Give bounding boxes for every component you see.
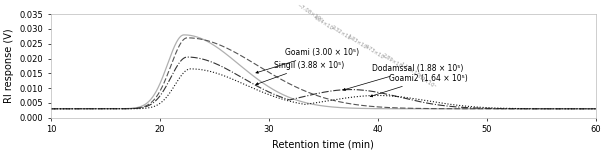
Text: 2.32×10⁶: 2.32×10⁶ <box>330 24 353 42</box>
Text: 4.73×10⁵: 4.73×10⁵ <box>364 43 387 61</box>
Text: 4.04×10⁶: 4.04×10⁶ <box>312 15 336 32</box>
Text: 1.16×10⁵: 1.16×10⁵ <box>399 62 422 80</box>
X-axis label: Retention time (min): Retention time (min) <box>272 140 374 150</box>
Y-axis label: RI response (V): RI response (V) <box>4 29 14 103</box>
Text: 2.89×10⁵: 2.89×10⁵ <box>381 53 405 70</box>
Text: Dodamssal (1.88 × 10⁵): Dodamssal (1.88 × 10⁵) <box>343 64 463 91</box>
Text: 1.33×10⁶: 1.33×10⁶ <box>346 34 370 51</box>
Text: 7.9×10⁴: 7.9×10⁴ <box>416 73 437 89</box>
Text: ~7.08×10⁶: ~7.08×10⁶ <box>296 3 324 23</box>
Text: Goami2 (1.64 × 10⁵): Goami2 (1.64 × 10⁵) <box>370 74 468 97</box>
Text: Singil (3.88 × 10⁵): Singil (3.88 × 10⁵) <box>256 61 345 85</box>
Text: Goami (3.00 × 10⁵): Goami (3.00 × 10⁵) <box>256 48 359 73</box>
